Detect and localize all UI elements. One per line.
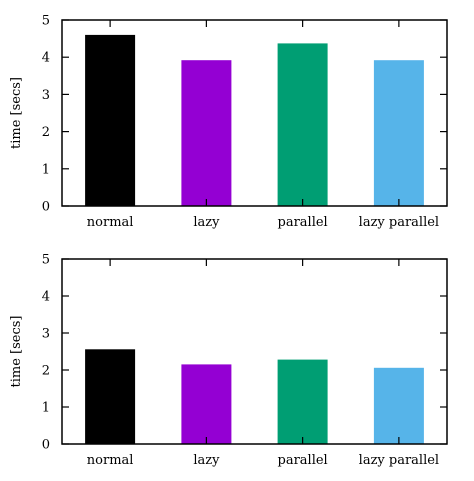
- y-tick-label: 5: [42, 253, 50, 268]
- y-axis-label: time [secs]: [9, 77, 24, 149]
- y-tick-label: 1: [42, 162, 50, 177]
- x-tick-label: lazy parallel: [359, 215, 439, 230]
- chart-panel-2: 0 1 2 3 4 5 normal lazy parallel lazy parallel tim…: [9, 253, 448, 468]
- chart-panel-1: 0 1 2 3 4 5 normal lazy parallel lazy parallel tim…: [9, 14, 448, 230]
- y-tick-label: 4: [42, 51, 50, 66]
- x-tick-label: lazy: [193, 453, 220, 468]
- y-tick-label: 2: [42, 364, 50, 379]
- x-tick-label: parallel: [278, 215, 328, 230]
- x-tick-label: lazy: [193, 215, 220, 230]
- bar-normal: [85, 34, 136, 207]
- x-tick-label: parallel: [278, 453, 328, 468]
- bar-lazy-parallel: [373, 367, 424, 444]
- y-tick-label: 0: [42, 200, 50, 215]
- y-tick-label: 3: [42, 327, 50, 342]
- x-tick-label: normal: [87, 453, 134, 468]
- y-tick-label: 3: [42, 88, 50, 103]
- bar-normal: [85, 349, 136, 444]
- bar-parallel: [277, 43, 328, 207]
- bar-parallel: [277, 359, 328, 444]
- y-axis-label: time [secs]: [9, 316, 24, 388]
- plot-frame: [61, 19, 448, 207]
- y-tick-label: 4: [42, 290, 50, 305]
- x-tick-label: normal: [87, 215, 134, 230]
- y-tick-label: 0: [42, 438, 50, 453]
- y-tick-label: 2: [42, 125, 50, 140]
- plot-frame: [61, 258, 448, 445]
- bar-lazy: [181, 364, 232, 444]
- y-tick-label: 1: [42, 401, 50, 416]
- bar-lazy: [181, 60, 232, 207]
- x-tick-label: lazy parallel: [359, 453, 439, 468]
- y-tick-label: 5: [42, 14, 50, 29]
- bar-lazy-parallel: [373, 60, 424, 207]
